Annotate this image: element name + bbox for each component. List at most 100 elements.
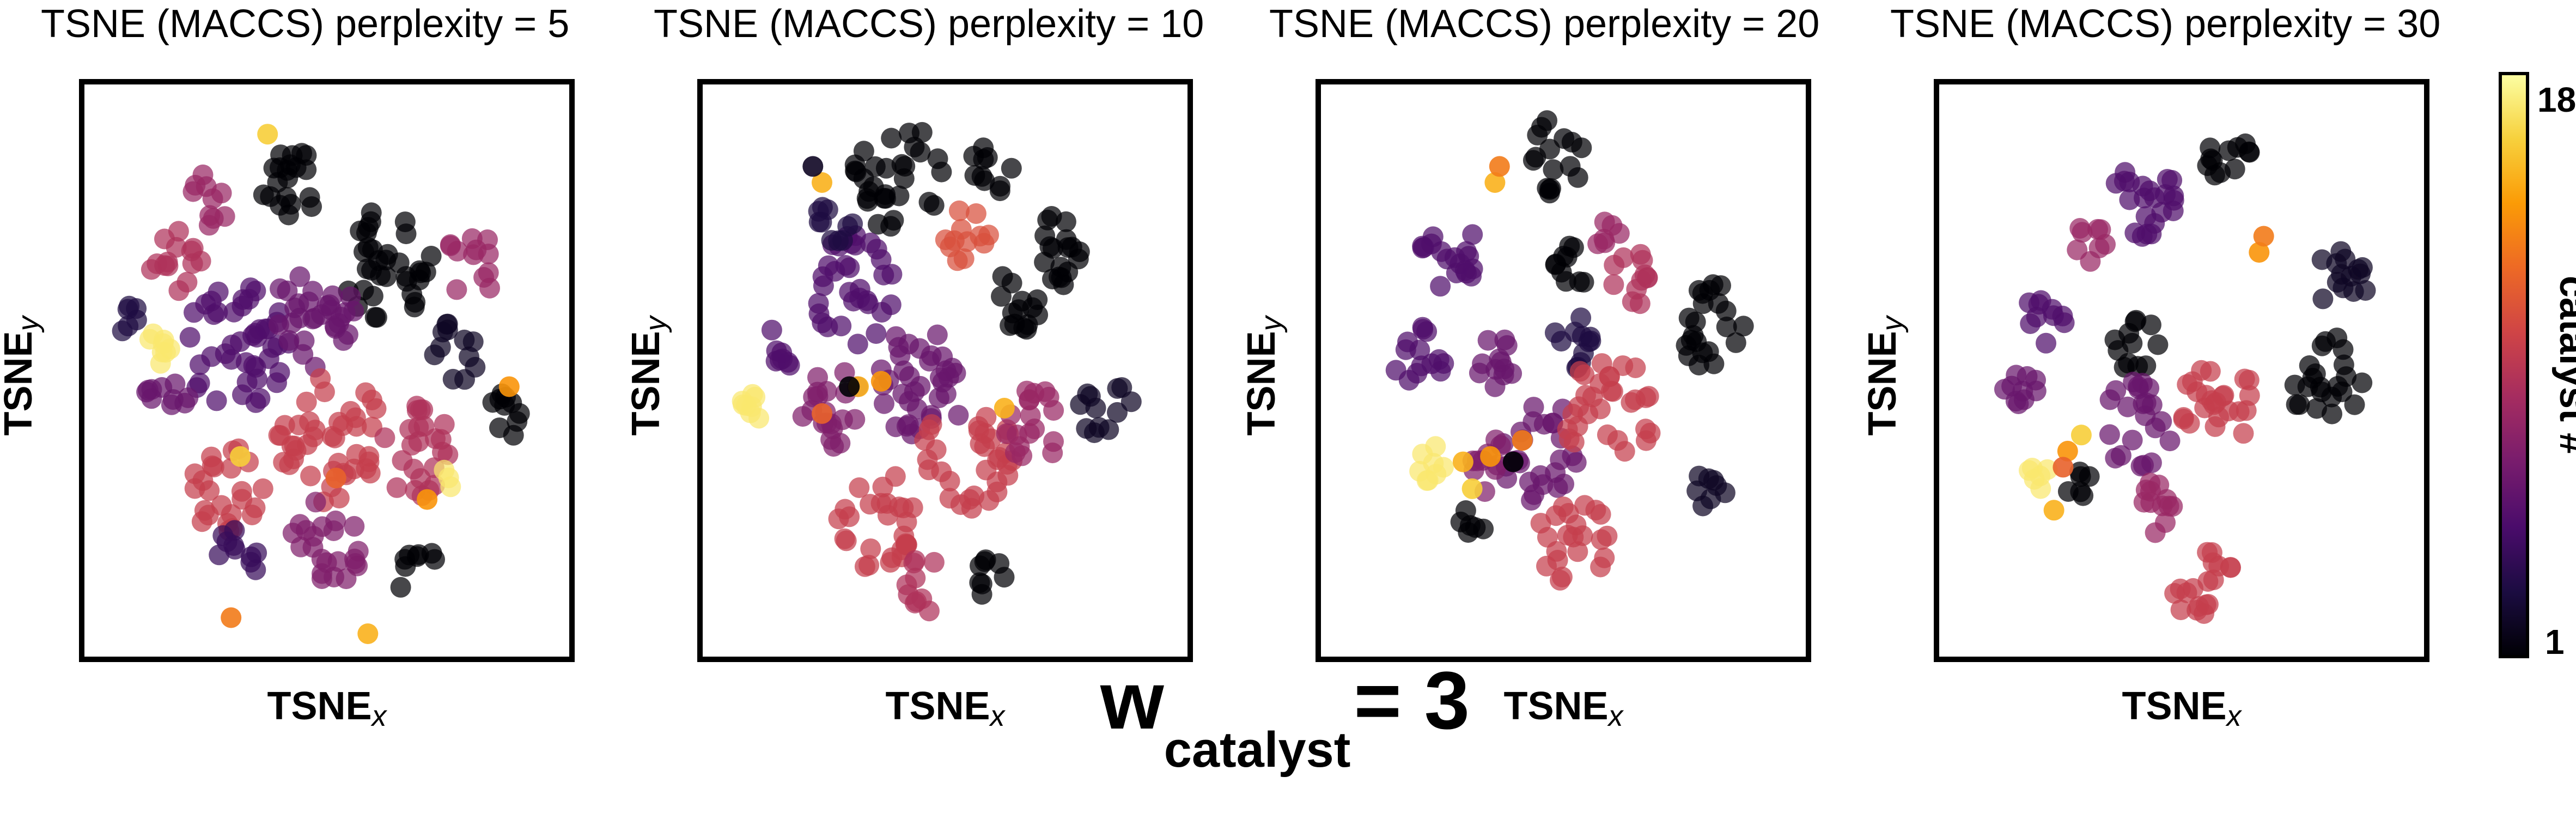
scatter-point bbox=[771, 342, 793, 363]
scatter-point bbox=[1496, 335, 1518, 356]
scatter-point bbox=[2234, 368, 2255, 390]
scatter-point bbox=[1597, 424, 1618, 445]
scatter-point bbox=[888, 496, 910, 518]
scatter-point bbox=[1545, 254, 1566, 275]
scatter-point bbox=[1398, 369, 1420, 391]
scatter-point bbox=[1043, 431, 1064, 452]
scatter-point bbox=[1539, 179, 1560, 200]
scatter-point bbox=[873, 264, 894, 286]
scatter-point bbox=[2012, 380, 2033, 402]
scatter-point bbox=[2194, 397, 2215, 418]
scatter-point bbox=[1555, 271, 1576, 292]
scatter-point bbox=[813, 275, 834, 296]
scatter-point bbox=[143, 323, 164, 344]
scatter-point bbox=[325, 468, 346, 489]
scatter-point bbox=[2140, 481, 2161, 502]
scatter-point bbox=[835, 499, 856, 520]
scatter-point bbox=[885, 326, 906, 347]
scatter-point bbox=[208, 281, 229, 302]
scatter-point bbox=[232, 489, 253, 510]
scatter-point bbox=[832, 230, 853, 251]
scatter-point bbox=[2036, 332, 2056, 354]
scatter-point bbox=[2312, 288, 2334, 310]
scatter-point bbox=[1539, 138, 1560, 160]
scatter-point bbox=[1622, 291, 1643, 312]
scatter-point bbox=[2176, 582, 2197, 603]
scatter-point bbox=[1039, 236, 1061, 257]
scatter-point bbox=[2141, 452, 2162, 474]
scatter-point bbox=[1462, 224, 1483, 245]
scatter-panel-2: TSNE (MACCS) perplexity = 10 TSNEx TSNEy bbox=[624, 2, 1204, 732]
scatter-point bbox=[1640, 422, 1661, 444]
scatter-point bbox=[1564, 321, 1586, 343]
colorbar-tick-max: 18 bbox=[2537, 80, 2576, 119]
scatter-point bbox=[2305, 363, 2326, 384]
scatter-point bbox=[1631, 270, 1652, 291]
scatter-point bbox=[1417, 470, 1439, 491]
scatter-point bbox=[1013, 317, 1034, 338]
scatter-point bbox=[288, 415, 309, 435]
scatter-point bbox=[324, 316, 345, 337]
scatter-point bbox=[857, 191, 878, 212]
caption-subscript: catalyst bbox=[1164, 722, 1351, 778]
scatter-point bbox=[2070, 424, 2092, 446]
scatter-point bbox=[2218, 140, 2239, 161]
scatter-point bbox=[278, 330, 300, 351]
x-axis-label: TSNEx bbox=[885, 684, 1006, 732]
scatter-point bbox=[1070, 394, 1091, 415]
scatter-point bbox=[1111, 377, 1132, 398]
scatter-point bbox=[1603, 274, 1624, 295]
scatter-point bbox=[461, 228, 483, 249]
scatter-point bbox=[119, 295, 140, 317]
scatter-point bbox=[2315, 331, 2336, 352]
scatter-point bbox=[1501, 363, 1523, 384]
scatter-point bbox=[1458, 522, 1479, 543]
scatter-point bbox=[970, 433, 991, 454]
scatter-point bbox=[893, 360, 915, 381]
scatter-point bbox=[199, 205, 221, 226]
scatter-point bbox=[2333, 277, 2354, 299]
scatter-point bbox=[2117, 396, 2138, 417]
scatter-point bbox=[154, 255, 175, 276]
scatter-point bbox=[896, 574, 917, 596]
scatter-point bbox=[184, 302, 204, 323]
scatter-point bbox=[2069, 218, 2091, 239]
scatter-point bbox=[1412, 317, 1433, 338]
scatter-point bbox=[440, 234, 461, 255]
point-layer bbox=[732, 122, 1142, 622]
scatter-point bbox=[808, 293, 829, 314]
scatter-point bbox=[948, 200, 970, 221]
scatter-point bbox=[440, 476, 461, 498]
scatter-point bbox=[1599, 366, 1620, 387]
scatter-point bbox=[1019, 389, 1040, 410]
scatter-point bbox=[947, 250, 968, 271]
scatter-point bbox=[910, 142, 931, 163]
scatter-point bbox=[1469, 362, 1490, 384]
scatter-point bbox=[1692, 283, 1713, 304]
scatter-point bbox=[2197, 571, 2219, 592]
scatter-point bbox=[860, 538, 881, 560]
scatter-point bbox=[2043, 500, 2065, 521]
y-axis-label: TSNEy bbox=[1861, 314, 1909, 435]
scatter-point bbox=[245, 392, 266, 413]
scatter-point bbox=[2030, 290, 2051, 311]
scatter-point bbox=[178, 387, 199, 408]
scatter-point bbox=[245, 281, 266, 301]
scatter-point bbox=[931, 161, 952, 183]
scatter-point bbox=[911, 588, 933, 609]
scatter-point bbox=[1523, 397, 1544, 418]
scatter-point bbox=[976, 407, 997, 428]
x-axis-label: TSNEx bbox=[267, 684, 387, 732]
scatter-point bbox=[866, 323, 887, 344]
scatter-point bbox=[1006, 424, 1027, 445]
colorbar: 18 1 catalyst # bbox=[2499, 72, 2576, 662]
scatter-point bbox=[1461, 265, 1482, 287]
scatter-point bbox=[362, 286, 383, 307]
scatter-point bbox=[1591, 529, 1612, 550]
scatter-point bbox=[159, 338, 180, 360]
scatter-point bbox=[881, 128, 902, 149]
scatter-point bbox=[853, 141, 874, 162]
scatter-point bbox=[417, 489, 438, 510]
scatter-point bbox=[296, 159, 317, 180]
